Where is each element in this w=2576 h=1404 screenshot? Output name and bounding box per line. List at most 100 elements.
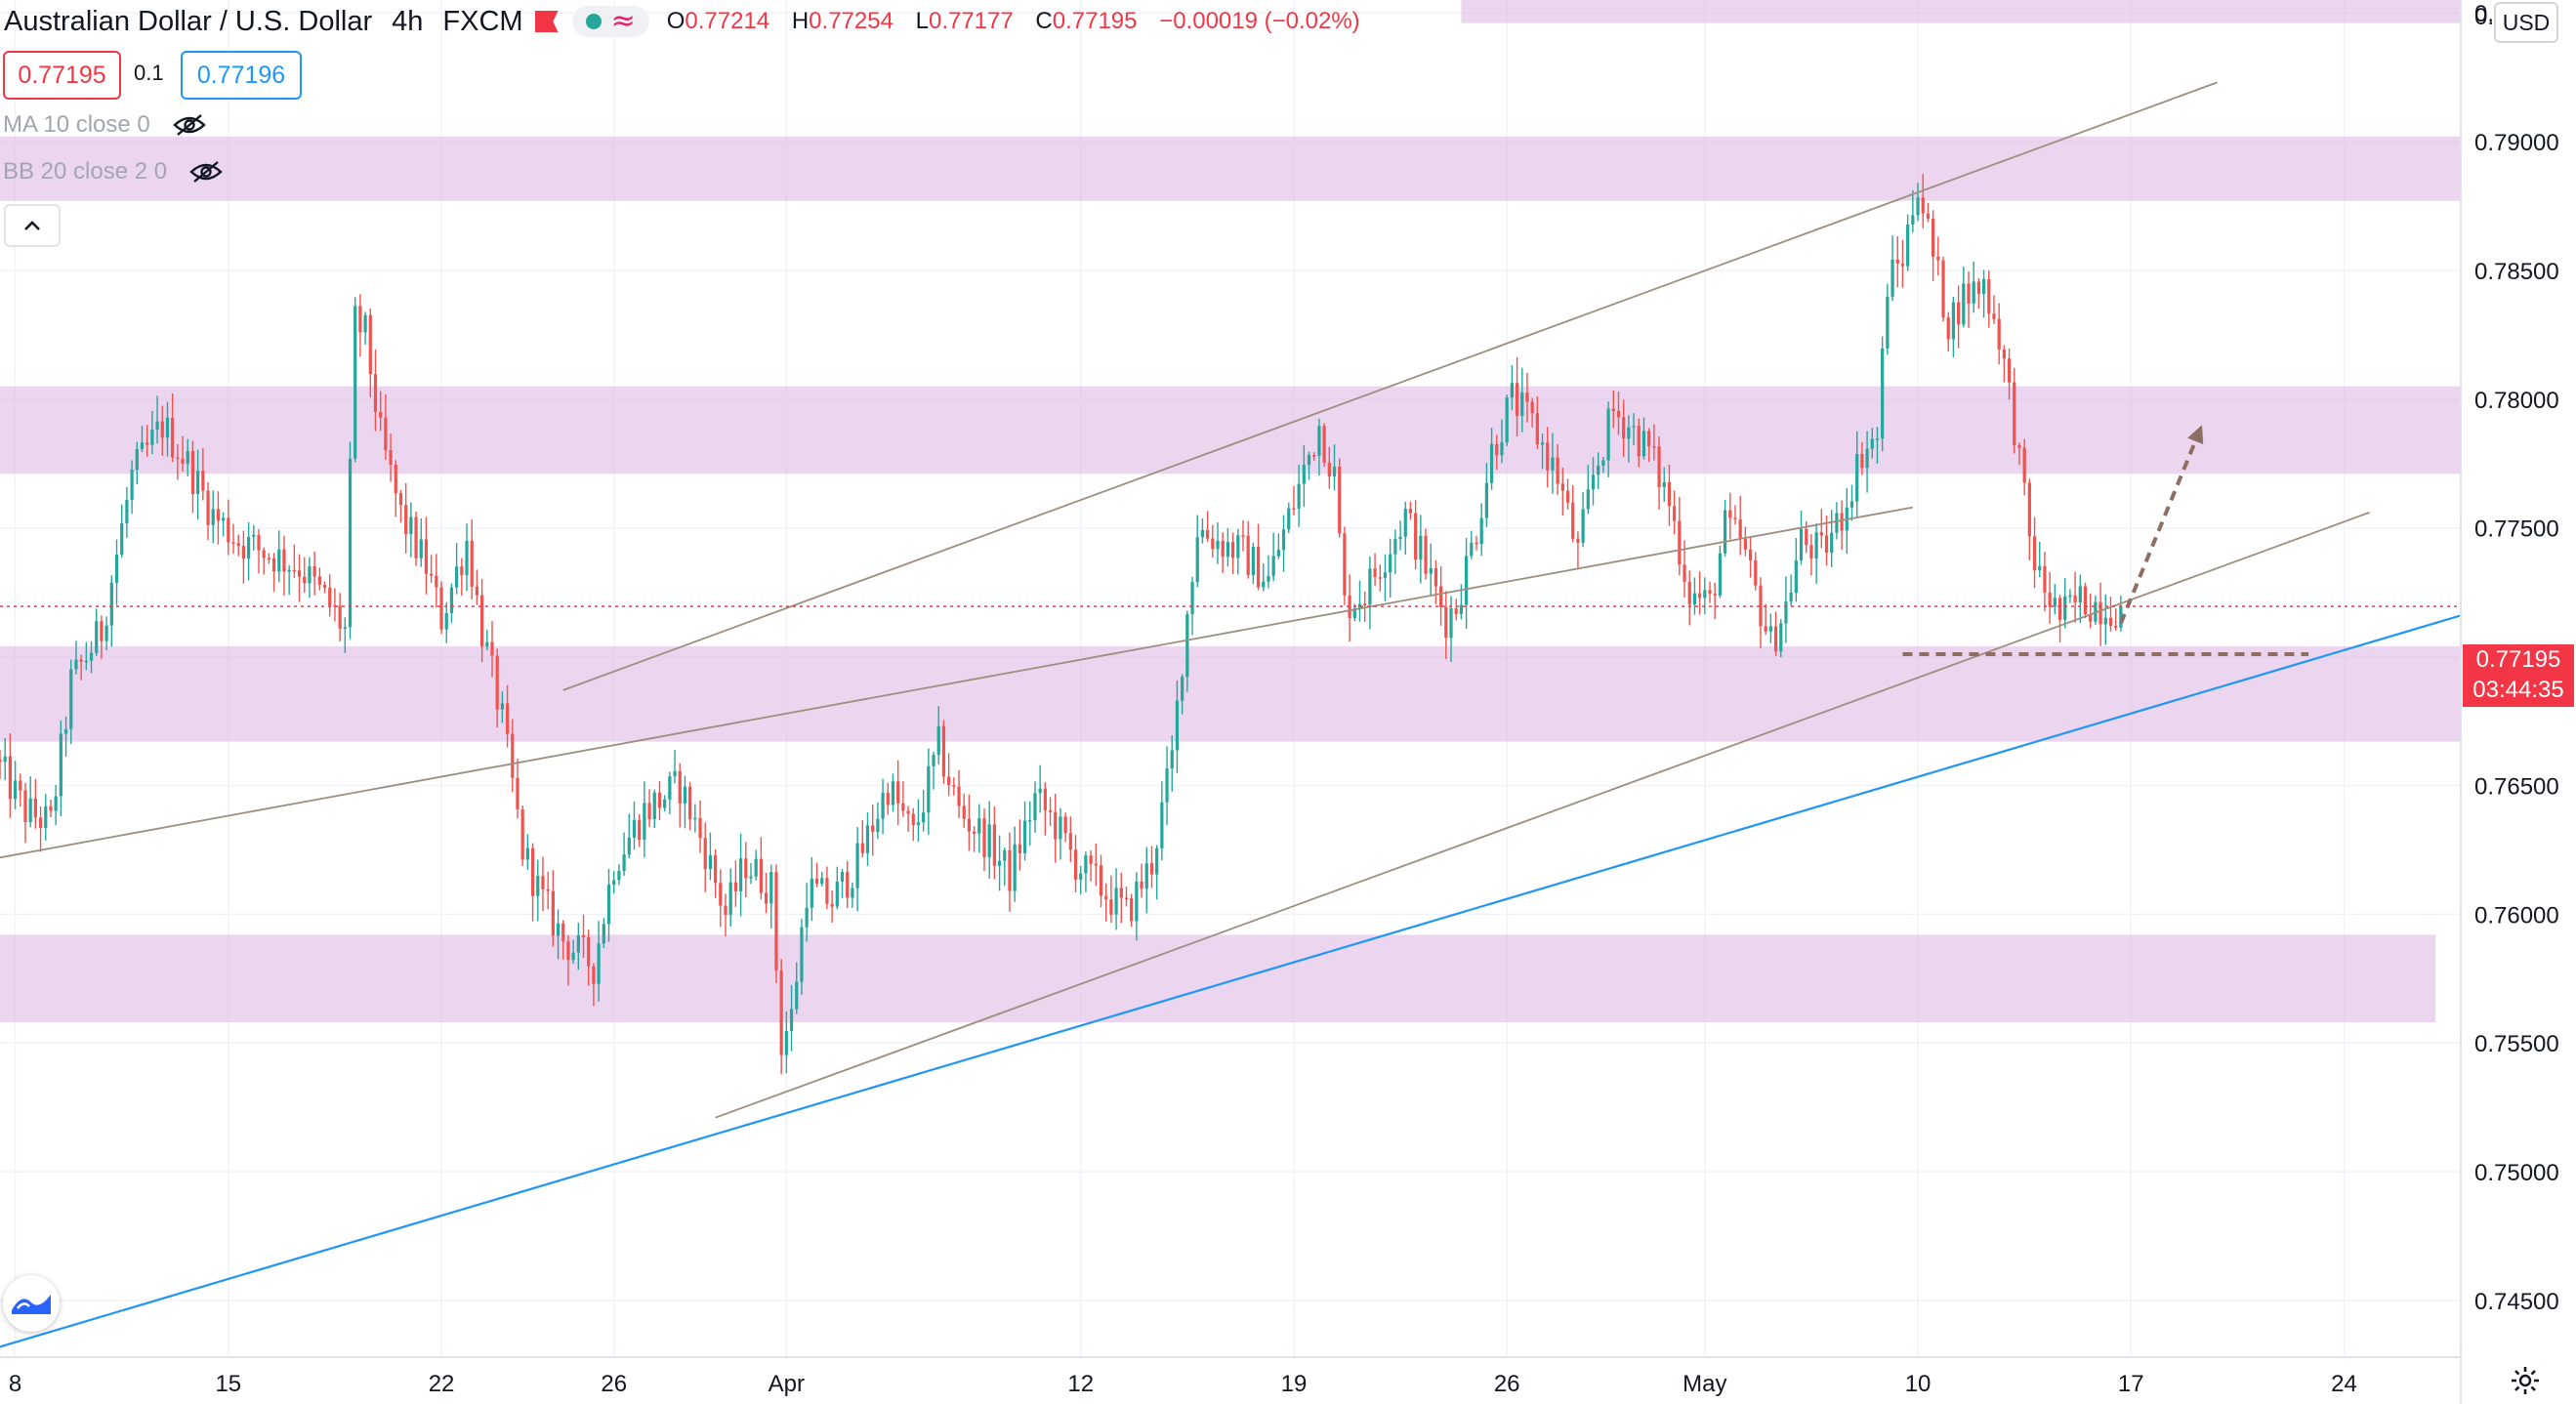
candle-body: [855, 843, 859, 888]
candle-body: [1317, 426, 1321, 456]
candle-body: [1819, 532, 1823, 536]
candle-body: [916, 822, 921, 825]
candle-body: [693, 817, 697, 820]
eye-crossed-icon[interactable]: [172, 113, 207, 137]
candle-body: [977, 818, 981, 834]
currency-selector[interactable]: USD: [2494, 2, 2558, 43]
candle-body: [236, 543, 240, 547]
candle-body: [379, 411, 383, 418]
candle-body: [2007, 358, 2012, 383]
candle-body: [901, 803, 905, 811]
time-tick-label: 12: [1067, 1371, 1094, 1397]
candle-body: [449, 587, 454, 613]
candle-body: [1165, 768, 1169, 803]
candle-body: [1886, 296, 1890, 349]
candle-body: [1956, 302, 1961, 325]
candle-body: [606, 885, 611, 925]
candle-body: [79, 659, 83, 662]
symbol-title[interactable]: Australian Dollar / U.S. Dollar: [4, 5, 373, 37]
candle-body: [738, 858, 743, 891]
candle-body: [1733, 517, 1737, 520]
buy-price-button[interactable]: 0.77196: [181, 51, 302, 100]
candle-body: [1597, 465, 1600, 475]
candle-body: [1230, 542, 1235, 558]
candle-body: [353, 306, 357, 459]
flag-icon[interactable]: [534, 11, 559, 32]
candle-body: [2002, 349, 2006, 359]
candle-body: [2017, 445, 2021, 448]
collapse-indicators-button[interactable]: [4, 204, 61, 247]
candle-body: [1175, 700, 1180, 751]
candle-body: [708, 855, 713, 870]
eye-crossed-icon[interactable]: [188, 160, 224, 184]
candle-body: [368, 314, 372, 375]
candle-body: [1809, 545, 1813, 559]
candle-body: [343, 627, 347, 629]
candle-body: [2013, 382, 2016, 446]
candle-body: [952, 785, 956, 787]
candle-body: [1723, 510, 1727, 554]
candle-body: [1759, 585, 1763, 627]
gear-icon[interactable]: [2506, 1361, 2545, 1400]
candle-body: [1647, 431, 1651, 447]
candle-body: [1003, 849, 1007, 861]
market-open-icon: [585, 14, 602, 29]
indicator-ma[interactable]: MA 10 close 0: [3, 111, 207, 139]
candle-body: [805, 907, 809, 928]
candle-body: [262, 550, 266, 558]
candle-body: [1332, 466, 1337, 476]
candle-body: [1932, 218, 1935, 257]
price-tick-label: 0.78000: [2474, 388, 2559, 414]
candle-body: [769, 872, 773, 904]
candle-body: [2114, 625, 2118, 628]
candle-body: [810, 878, 813, 908]
candle-body: [1149, 863, 1154, 875]
candle-body: [592, 966, 596, 984]
candle-body: [1246, 535, 1250, 576]
sell-price-button[interactable]: 0.77195: [3, 51, 121, 100]
candle-body: [2083, 586, 2088, 615]
interval-label[interactable]: 4h: [392, 5, 424, 37]
candle-body: [435, 575, 438, 588]
candle-body: [95, 621, 99, 653]
candle-body: [774, 872, 778, 971]
candle-body: [846, 871, 850, 898]
candle-body: [1424, 535, 1428, 574]
candle-body: [1109, 899, 1113, 915]
candle-body: [2119, 606, 2123, 628]
candle-body: [2027, 482, 2031, 537]
candle-body: [987, 824, 991, 857]
candle-body: [1038, 788, 1042, 794]
candle-body: [1089, 855, 1093, 864]
candle-body: [176, 457, 180, 459]
candle-body: [495, 655, 499, 710]
candle-body: [957, 786, 961, 806]
candle-body: [1378, 577, 1382, 579]
candle-body: [1389, 554, 1392, 573]
blue-support-line: [0, 614, 2462, 1348]
candle-body: [779, 970, 783, 1055]
candle-body: [1119, 888, 1123, 898]
candle-body: [1368, 568, 1372, 605]
candle-body: [150, 429, 154, 445]
candle-body: [1805, 528, 1808, 546]
candle-body: [1662, 481, 1666, 487]
time-tick-label: 10: [1905, 1371, 1932, 1397]
candle-body: [1890, 259, 1894, 297]
candle-body: [932, 755, 935, 766]
candle-body: [1799, 528, 1804, 561]
candle-body: [576, 934, 580, 953]
candle-body: [1363, 603, 1367, 605]
candle-body: [1160, 802, 1164, 848]
tradingview-logo-icon[interactable]: [3, 1275, 60, 1332]
candle-body: [992, 824, 997, 866]
candle-body: [74, 659, 78, 670]
indicator-bb[interactable]: BB 20 close 2 0: [3, 158, 224, 186]
candle-body: [688, 786, 692, 820]
candle-body: [536, 876, 540, 896]
candle-body: [222, 517, 226, 521]
market-status-pill[interactable]: ≈: [571, 6, 649, 37]
candle-body: [2078, 586, 2082, 602]
